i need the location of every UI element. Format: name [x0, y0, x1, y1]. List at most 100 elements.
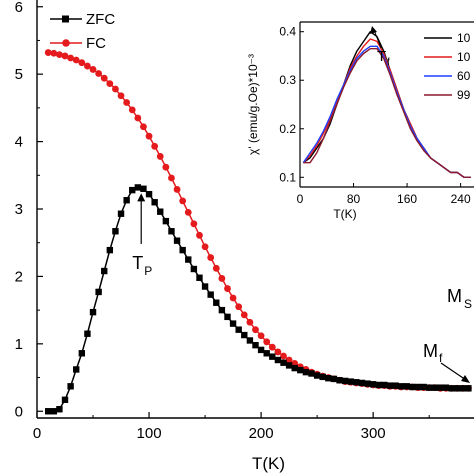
data-point-zfc	[235, 326, 242, 333]
data-point-fc	[184, 208, 192, 216]
data-point-fc	[212, 264, 220, 272]
data-point-fc	[173, 186, 181, 193]
y-tick-label: 2	[15, 268, 23, 285]
x-axis-title: T(K)	[252, 454, 285, 473]
data-point-zfc	[201, 283, 209, 290]
data-point-zfc	[386, 382, 394, 389]
inset-legend-label-0: 10	[457, 31, 471, 45]
data-point-zfc	[95, 288, 102, 296]
data-point-zfc	[89, 308, 97, 316]
data-point-fc	[190, 220, 198, 228]
data-point-zfc	[246, 337, 254, 344]
tf-label: T	[377, 48, 386, 65]
data-point-zfc	[207, 291, 214, 298]
tf-arrow	[373, 29, 382, 49]
legend-label-fc: FC	[86, 35, 106, 52]
data-point-fc	[95, 70, 103, 77]
data-point-zfc	[358, 379, 366, 387]
inset-y-tick-label: 0.1	[279, 170, 296, 184]
data-point-zfc	[325, 375, 332, 382]
inset-legend-label-3: 99	[457, 88, 471, 102]
data-point-zfc	[179, 246, 186, 254]
data-point-zfc	[459, 385, 466, 392]
data-point-fc	[268, 343, 276, 351]
data-point-zfc	[252, 341, 259, 349]
data-point-zfc	[123, 197, 130, 204]
series-line-zfc	[48, 186, 469, 413]
tf-label-sub: f	[387, 57, 390, 68]
data-point-fc	[201, 243, 209, 251]
annotations: T PM fM S	[132, 193, 472, 383]
data-point-zfc	[347, 378, 354, 385]
data-point-fc	[106, 80, 114, 87]
data-point-zfc	[73, 366, 80, 373]
data-point-zfc	[78, 350, 86, 357]
data-point-fc	[128, 106, 136, 114]
data-point-fc	[196, 231, 203, 239]
data-point-fc	[117, 92, 125, 100]
inset-y-tick-label: 0.3	[279, 73, 296, 87]
mf-label: M	[423, 341, 438, 361]
data-point-zfc	[218, 306, 226, 314]
data-point-fc	[112, 85, 119, 93]
tp-label: T	[132, 253, 143, 273]
data-point-zfc	[465, 385, 472, 392]
data-point-fc	[61, 52, 69, 60]
data-point-zfc	[185, 256, 192, 263]
ms-label-sub: S	[464, 297, 472, 311]
data-point-fc	[207, 254, 215, 261]
inset-y-tick-label: 0.4	[279, 25, 296, 39]
data-point-fc	[145, 132, 153, 140]
legend-marker-fc	[62, 39, 70, 47]
mf-arrow	[440, 362, 467, 381]
data-point-zfc	[448, 385, 455, 392]
inset-x-axis-title: T(K)	[333, 207, 356, 221]
data-point-fc	[252, 326, 259, 334]
data-point-zfc	[157, 208, 164, 215]
ms-label: M	[447, 286, 462, 306]
data-point-zfc	[168, 228, 175, 235]
tp-arrow-head	[137, 193, 146, 202]
data-point-zfc	[308, 370, 315, 377]
mf-arrow-head	[461, 375, 470, 383]
data-point-zfc	[297, 366, 304, 374]
data-point-zfc	[269, 353, 276, 360]
data-point-fc	[78, 59, 86, 67]
data-point-fc	[44, 49, 52, 56]
data-point-fc	[100, 74, 108, 82]
data-point-fc	[140, 123, 147, 131]
data-point-zfc	[263, 350, 270, 357]
data-point-fc	[123, 99, 131, 106]
data-point-fc	[56, 51, 63, 59]
data-point-zfc	[67, 383, 74, 390]
data-point-zfc	[291, 364, 298, 372]
data-point-zfc	[106, 246, 114, 254]
y-tick-label: 4	[15, 134, 23, 151]
data-point-zfc	[257, 346, 265, 354]
y-tick-label: 6	[15, 0, 23, 16]
data-point-zfc	[392, 382, 399, 389]
x-tick-label: 0	[33, 425, 41, 442]
data-point-zfc	[313, 372, 321, 379]
data-point-fc	[134, 114, 142, 122]
data-point-zfc	[229, 320, 237, 327]
data-point-zfc	[112, 228, 119, 235]
x-tick-label: 300	[361, 425, 386, 442]
data-point-fc	[67, 54, 75, 62]
data-point-zfc	[241, 331, 248, 339]
data-point-zfc	[285, 362, 293, 369]
legend-label-zfc: ZFC	[86, 11, 115, 28]
data-point-fc	[168, 174, 175, 182]
inset-series-line-3	[303, 48, 471, 179]
inset-y-tick-label: 0.2	[279, 122, 296, 136]
data-point-zfc	[101, 267, 108, 275]
data-point-zfc	[162, 217, 170, 225]
data-point-zfc	[61, 396, 69, 403]
inset-x-tick-label: 160	[397, 192, 417, 206]
data-point-zfc	[353, 379, 360, 386]
data-point-zfc	[397, 383, 405, 390]
data-point-fc	[285, 356, 293, 364]
data-point-fc	[263, 338, 271, 346]
